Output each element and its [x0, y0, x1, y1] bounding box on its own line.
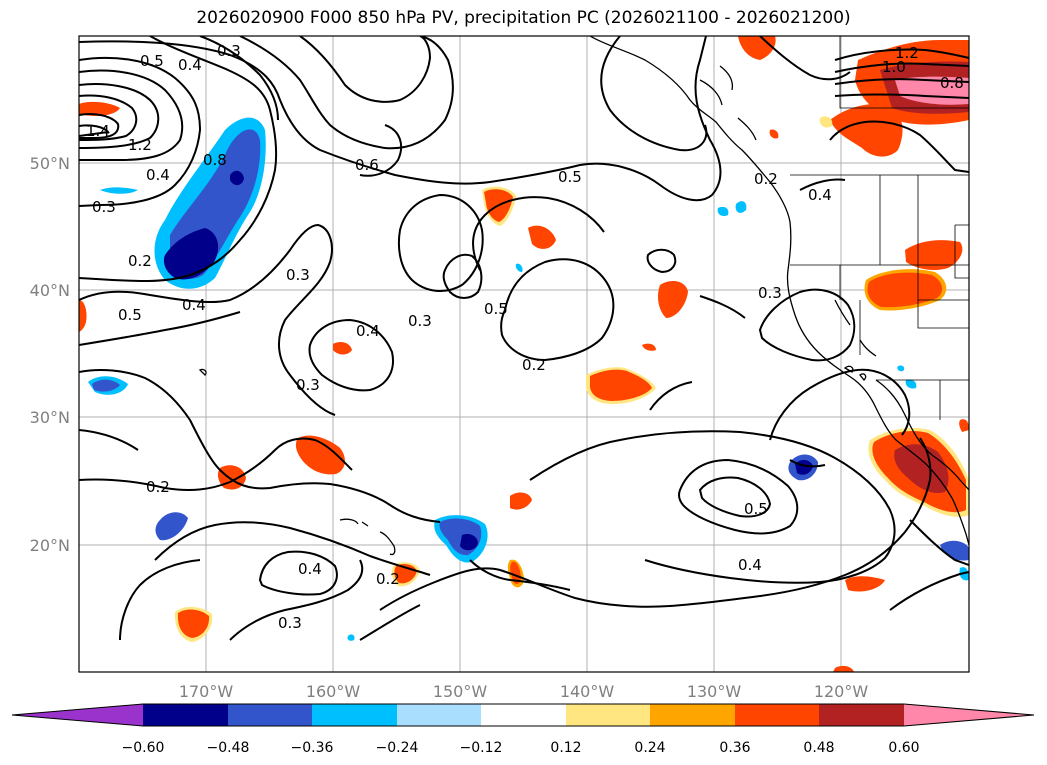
latitude-tick-labels: 50°N 40°N 30°N 20°N — [30, 154, 70, 555]
map-frame — [78, 35, 970, 673]
contour-label: 0.3 — [286, 266, 310, 284]
colorbar-label: 0.12 — [550, 740, 581, 756]
contour-label: 0.4 — [738, 556, 762, 574]
contour-label: 0.2 — [522, 356, 546, 374]
colorbar-segment — [312, 704, 397, 726]
longitude-tick-labels: 170°W 160°W 150°W 140°W 130°W 120°W — [179, 682, 869, 701]
colorbar-label: 0.60 — [888, 740, 919, 756]
contour-label: 1.2 — [895, 44, 919, 62]
colorbar-segment — [143, 704, 228, 726]
lat-tick-label: 40°N — [30, 281, 70, 300]
contour-label: 0.4 — [178, 56, 202, 74]
contour-label: 0.5 — [744, 500, 768, 518]
contour-label: 0.6 — [355, 156, 379, 174]
colorbar-extend-max — [904, 704, 1034, 726]
lon-tick-label: 130°W — [687, 682, 742, 701]
contour-label: 0.3 — [296, 376, 320, 394]
lat-tick-label: 50°N — [30, 154, 70, 173]
contour-label: 0.8 — [940, 74, 964, 92]
colorbar-segment — [228, 704, 312, 726]
contour-label: 0.3 — [278, 614, 302, 632]
lat-tick-label: 30°N — [30, 408, 70, 427]
lon-tick-label: 150°W — [433, 682, 488, 701]
contour-label: 0.5 — [484, 300, 508, 318]
pv-contours — [79, 36, 969, 641]
colorbar-extend-min — [12, 704, 143, 726]
contour-label: 0.4 — [808, 186, 832, 204]
colorbar-segment — [735, 704, 819, 726]
colorbar-label: −0.12 — [460, 740, 503, 756]
contour-labels: 0.5 0.3 0.4 1.4 1.2 0.8 0.6 0.5 0.4 0.3 … — [86, 42, 964, 632]
colorbar-labels: −0.60 −0.48 −0.36 −0.24 −0.12 0.12 0.24 … — [122, 740, 920, 756]
lon-tick-label: 170°W — [179, 682, 234, 701]
colorbar-segment — [397, 704, 481, 726]
contour-label: 0.4 — [356, 322, 380, 340]
colorbar-outline — [11, 703, 1035, 727]
contour-label: 0.4 — [182, 296, 206, 314]
contour-label: 0.3 — [758, 284, 782, 302]
colorbar-label: −0.60 — [122, 740, 165, 756]
contour-label: 0.2 — [376, 570, 400, 588]
precip-fill-negative — [88, 117, 969, 641]
contour-label: 0.2 — [146, 478, 170, 496]
contour-label: 0.3 — [92, 198, 116, 216]
colorbar-label: −0.36 — [291, 740, 334, 756]
contour-label: 0.5 — [558, 168, 582, 186]
colorbar-label: −0.24 — [376, 740, 419, 756]
contour-label: 1.2 — [128, 136, 152, 154]
contour-label: 0.3 — [408, 312, 432, 330]
contour-label: 1.4 — [86, 122, 110, 140]
lon-tick-label: 160°W — [306, 682, 361, 701]
lat-tick-label: 20°N — [30, 536, 70, 555]
contour-label: 0.2 — [754, 170, 778, 188]
colorbar-label: 0.48 — [803, 740, 834, 756]
colorbar-label: 0.24 — [634, 740, 665, 756]
contour-label: 0.5 — [140, 52, 164, 70]
colorbar-segment — [650, 704, 735, 726]
contour-label: 1.0 — [882, 58, 906, 76]
colorbar-label: 0.36 — [719, 740, 750, 756]
gridlines — [79, 36, 969, 672]
colorbar-segment — [819, 704, 904, 726]
contour-label: 0.4 — [146, 166, 170, 184]
lon-tick-label: 140°W — [560, 682, 615, 701]
coastlines — [198, 36, 969, 556]
map-panel: 0.5 0.3 0.4 1.4 1.2 0.8 0.6 0.5 0.4 0.3 … — [79, 36, 969, 672]
contour-label: 0.5 — [118, 306, 142, 324]
colorbar-label: −0.48 — [207, 740, 250, 756]
lon-tick-label: 120°W — [814, 682, 869, 701]
contour-label: 0.8 — [203, 151, 227, 169]
colorbar: −0.60 −0.48 −0.36 −0.24 −0.12 0.12 0.24 … — [11, 703, 1035, 756]
map-title: 2026020900 F000 850 hPa PV, precipitatio… — [196, 8, 851, 28]
colorbar-segments — [11, 703, 1035, 727]
political-borders — [790, 36, 969, 420]
precip-fill-positive — [79, 36, 969, 672]
colorbar-segment — [481, 704, 566, 726]
colorbar-segment — [566, 704, 650, 726]
contour-label: 0.3 — [217, 42, 241, 60]
contour-label: 0.2 — [128, 252, 152, 270]
contour-label: 0.4 — [298, 560, 322, 578]
